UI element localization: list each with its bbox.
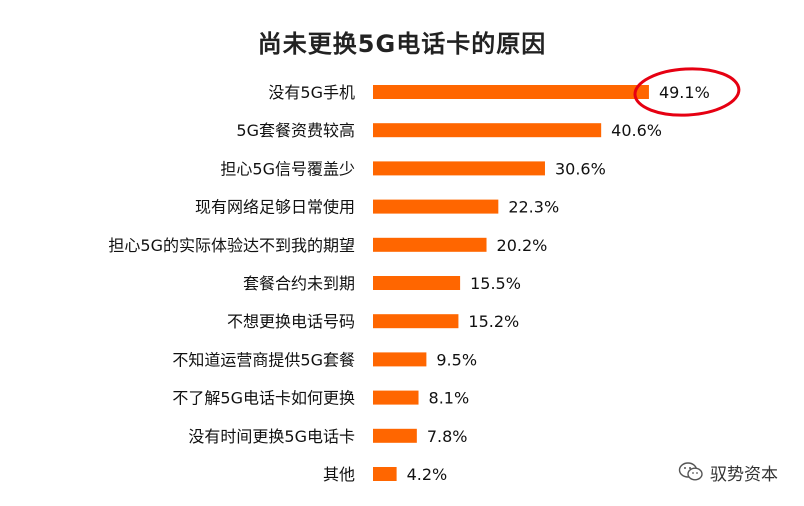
value-label: 40.6%: [611, 121, 662, 140]
category-label: 没有5G手机: [268, 83, 355, 102]
category-label: 现有网络足够日常使用: [195, 198, 355, 217]
category-label: 不了解5G电话卡如何更换: [172, 389, 355, 408]
bar: [373, 276, 461, 290]
value-label: 15.2%: [468, 312, 519, 331]
bar: [373, 85, 649, 99]
value-label: 20.2%: [497, 236, 548, 255]
chart-title: 尚未更换5G电话卡的原因: [257, 30, 547, 58]
watermark: 驭势资本: [678, 460, 778, 485]
bar: [373, 352, 427, 367]
value-label: 30.6%: [555, 159, 606, 178]
value-label: 22.3%: [508, 198, 559, 217]
bar: [373, 467, 397, 481]
bar: [373, 428, 417, 443]
category-label: 担心5G信号覆盖少: [220, 159, 355, 178]
value-label: 9.5%: [436, 350, 477, 369]
bar: [373, 237, 487, 252]
bar: [373, 161, 545, 176]
category-label: 套餐合约未到期: [243, 274, 355, 293]
category-label: 其他: [323, 465, 355, 484]
value-label: 49.1%: [659, 83, 710, 102]
category-label: 担心5G的实际体验达不到我的期望: [108, 236, 355, 255]
wechat-icon: [678, 461, 704, 483]
bar: [373, 123, 602, 138]
bar: [373, 314, 459, 329]
bar: [373, 390, 419, 405]
bar: [373, 199, 499, 214]
category-label: 没有时间更换5G电话卡: [188, 427, 355, 446]
watermark-text: 驭势资本: [710, 464, 778, 485]
category-label: 不知道运营商提供5G套餐: [172, 350, 355, 369]
category-label: 5G套餐资费较高: [236, 121, 355, 140]
value-label: 4.2%: [407, 465, 448, 484]
value-label: 15.5%: [470, 274, 521, 293]
value-label: 8.1%: [429, 389, 470, 408]
highlight-circle: [633, 67, 741, 117]
value-label: 7.8%: [427, 427, 468, 446]
category-label: 不想更换电话号码: [227, 312, 355, 331]
